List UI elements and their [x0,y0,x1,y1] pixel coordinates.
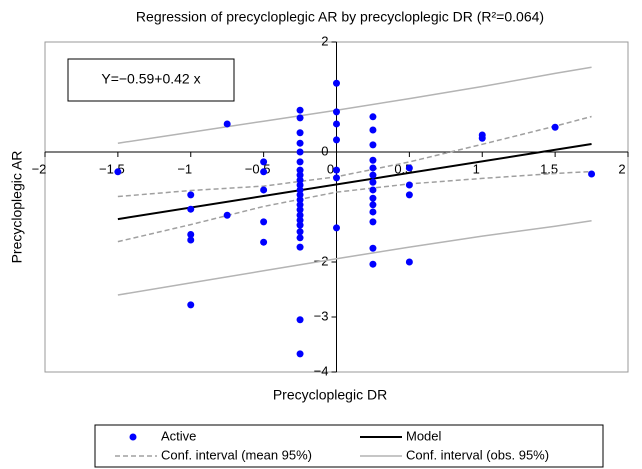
y-axis-label: Precycloplegic AR [9,151,25,264]
point [333,136,340,144]
point [296,216,304,224]
y-tick-label: −4 [314,363,329,378]
point [260,186,268,194]
x-tick-label: 1 [473,161,480,176]
point [296,228,304,236]
point [296,166,304,174]
point [333,166,340,174]
x-tick-label: 0 [327,161,334,176]
equation: Y=−0.59+0.42 x [101,71,200,87]
point [369,260,377,268]
point [369,186,377,194]
point [405,258,413,266]
point [223,211,231,219]
point [369,156,377,164]
x-tick-label: 2 [618,161,625,176]
y-tick-label: −3 [314,308,329,323]
x-tick-label: 1.5 [540,161,558,176]
point [369,194,377,202]
point [551,123,559,131]
point [333,174,340,182]
point [333,224,340,232]
point [405,191,413,199]
point [296,350,304,358]
point [223,120,231,128]
point [369,164,377,172]
legend-label: Conf. interval (obs. 95%) [406,447,549,462]
point [405,164,413,172]
point [588,170,596,178]
point [296,243,304,251]
point [296,316,304,324]
point [260,168,268,176]
point [478,134,486,142]
point [296,191,304,199]
point [296,196,304,204]
point [187,231,195,238]
line [117,143,592,221]
legend-label: Active [161,428,196,443]
y-tick-label: 0 [321,143,328,158]
point [296,106,304,114]
legend-marker [129,433,137,441]
point [369,141,377,149]
point [296,234,304,242]
point [296,171,304,179]
point [296,181,304,189]
point [333,79,340,87]
line [117,66,592,144]
legend-label: Model [406,428,442,443]
point [296,221,304,229]
point [369,208,377,216]
point [369,171,377,179]
x-tick-label: −1.5 [99,161,125,176]
point [296,211,304,219]
point [296,186,304,194]
point [260,218,268,226]
point [369,126,377,134]
y-tick-label: 2 [321,33,328,48]
point [187,236,195,244]
point [296,206,304,214]
point [260,158,268,166]
line [117,115,592,198]
point [296,148,304,156]
legend [94,424,604,468]
point [405,181,413,189]
point [296,201,304,209]
equation-box [67,58,235,102]
legend-label: Conf. interval (mean 95%) [161,447,312,462]
point [187,205,195,213]
x-axis-label: Precycloplegic DR [273,387,387,403]
x-tick-label: −1 [177,161,192,176]
point [296,114,304,122]
point [296,176,304,184]
point [333,108,340,116]
point [369,178,377,186]
point [260,238,268,246]
line [117,220,592,296]
point [114,168,122,176]
point [369,201,377,209]
point [369,244,377,252]
point [296,158,304,166]
point [369,218,377,226]
point [296,139,304,147]
point [187,301,195,309]
point [369,113,377,121]
point [187,191,195,199]
chart-title: Regression of precycloplegic AR by precy… [136,9,544,25]
x-tick-label: −2 [32,161,47,176]
point [296,129,304,137]
point [333,120,340,128]
